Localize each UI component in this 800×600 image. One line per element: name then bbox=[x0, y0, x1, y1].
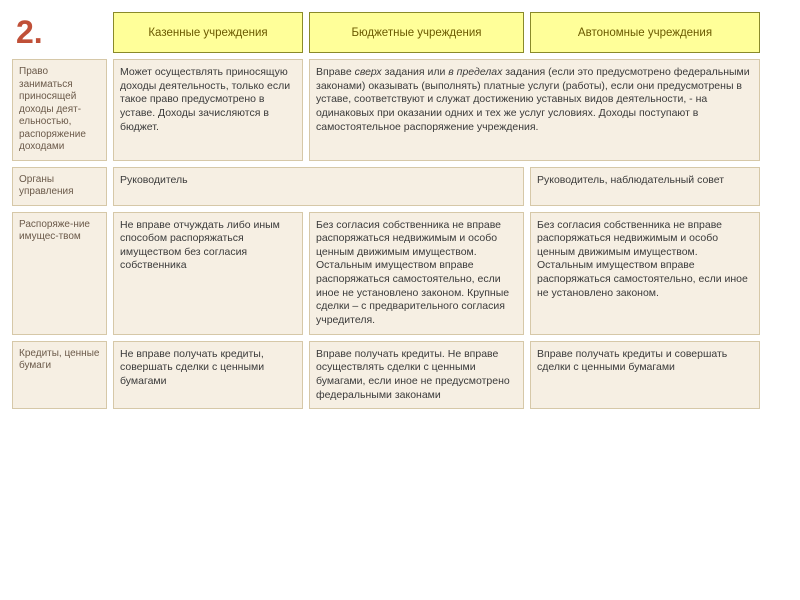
row3-label: Распоряже-ние имущес-твом bbox=[12, 212, 107, 335]
row4-col1: Не вправе получать кредиты, совершать сд… bbox=[113, 341, 303, 410]
row3-col2: Без согласия собственника не вправе расп… bbox=[309, 212, 524, 335]
row1-label: Право заниматься приносящей доходы деят-… bbox=[12, 59, 107, 161]
header-col2: Бюджетные учреждения bbox=[309, 12, 524, 53]
row3-col1: Не вправе отчуждать либо иным способом р… bbox=[113, 212, 303, 335]
row4-col3: Вправе получать кредиты и совершать сдел… bbox=[530, 341, 760, 410]
header-col3: Автономные учреждения bbox=[530, 12, 760, 53]
row2-col3: Руководитель, наблюдательный совет bbox=[530, 167, 760, 206]
row4-label: Кредиты, ценные бумаги bbox=[12, 341, 107, 410]
section-number: 2. bbox=[12, 12, 107, 53]
comparison-table: 2. Казенные учреждения Бюджетные учрежде… bbox=[12, 12, 788, 409]
header-col1: Казенные учреждения bbox=[113, 12, 303, 53]
row2-col12: Руководитель bbox=[113, 167, 524, 206]
row2-label: Органы управления bbox=[12, 167, 107, 206]
row1-col1: Может осуществлять приносящую доходы дея… bbox=[113, 59, 303, 161]
row4-col2: Вправе получать кредиты. Не вправе осуще… bbox=[309, 341, 524, 410]
row1-col23: Вправе сверх задания или в пределах зада… bbox=[309, 59, 760, 161]
row3-col3: Без согласия собственника не вправе расп… bbox=[530, 212, 760, 335]
